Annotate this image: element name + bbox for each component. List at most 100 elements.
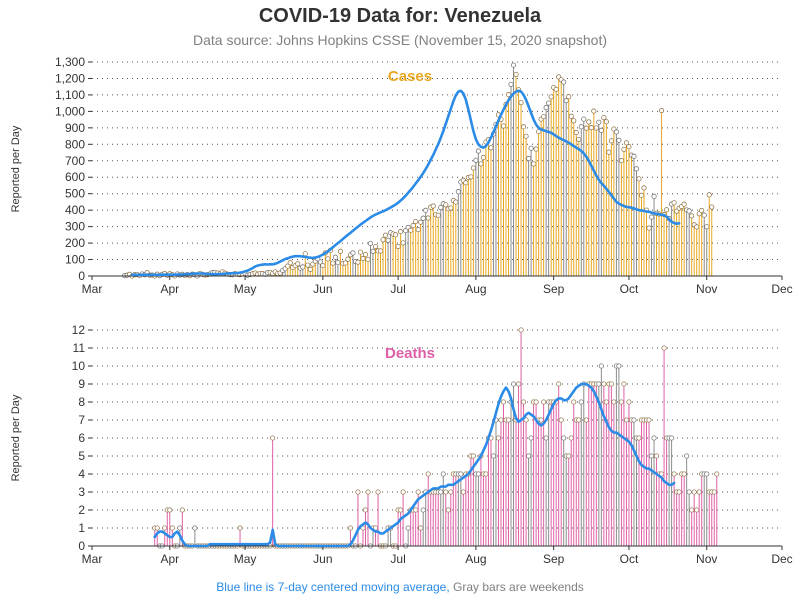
- cases-bar-marker: [500, 123, 507, 129]
- deaths-ylabel: Reported per Day: [10, 394, 22, 481]
- deaths-bar-marker: [347, 525, 353, 531]
- cases-bar-marker: [380, 237, 386, 243]
- cases-bar-marker: [453, 199, 459, 205]
- cases-ytick-label: 500: [65, 187, 85, 201]
- cases-bar-marker: [528, 145, 534, 151]
- deaths-bar-marker: [578, 399, 584, 405]
- cases-bar-marker: [395, 243, 401, 250]
- deaths-bar-marker: [603, 399, 609, 405]
- deaths-bar-marker: [608, 381, 614, 387]
- deaths-moving-average-line: [153, 382, 676, 548]
- deaths-ytick-label: 12: [72, 323, 86, 337]
- deaths-bar-marker: [400, 489, 406, 495]
- deaths-bar-marker: [696, 489, 702, 495]
- cases-bar-marker: [664, 207, 670, 213]
- cases-bar-marker: [531, 161, 537, 167]
- cases-ytick-label: 1,100: [55, 88, 85, 102]
- cases-bar-marker: [581, 116, 587, 122]
- deaths-bar-marker: [518, 327, 524, 333]
- deaths-bar-marker: [237, 525, 243, 531]
- deaths-bar-marker: [686, 489, 692, 495]
- deaths-bar-marker: [616, 363, 622, 369]
- deaths-bar-marker: [661, 345, 667, 351]
- cases-bar-marker: [533, 146, 539, 152]
- cases-bar-marker: [302, 251, 308, 257]
- cases-bar-marker: [681, 201, 687, 207]
- cases-bar-marker: [383, 232, 389, 238]
- deaths-bar-marker: [541, 399, 547, 405]
- cases-bar-marker: [573, 129, 579, 136]
- deaths-bar-marker: [448, 489, 454, 495]
- cases-bar-marker: [553, 86, 559, 92]
- cases-bar-marker: [606, 149, 612, 155]
- cases-bar-marker: [704, 224, 710, 230]
- deaths-xtick-label: Mar: [82, 552, 103, 566]
- deaths-bar-marker: [566, 453, 572, 459]
- deaths-bar-marker: [418, 525, 424, 531]
- cases-bar-marker: [543, 105, 549, 111]
- cases-bar-marker: [593, 125, 599, 131]
- cases-xtick-label: Aug: [465, 282, 486, 296]
- deaths-bar-marker: [711, 489, 717, 495]
- cases-bar-marker: [636, 176, 642, 182]
- deaths-bar-marker: [636, 435, 642, 441]
- footnote-moving-average: Blue line is 7-day centered moving avera…: [216, 580, 450, 594]
- deaths-ytick-label: 7: [78, 413, 85, 427]
- deaths-ytick-label: 9: [78, 377, 85, 391]
- deaths-bar-marker: [179, 507, 185, 513]
- deaths-bar-marker: [571, 399, 577, 405]
- cases-bar-marker: [618, 158, 624, 164]
- cases-bar-marker: [362, 252, 369, 258]
- cases-xtick-label: Nov: [696, 282, 717, 296]
- cases-xtick-label: Apr: [160, 282, 179, 296]
- deaths-bar-marker: [495, 435, 502, 441]
- deaths-bar-marker: [691, 489, 697, 495]
- cases-bar-marker: [694, 224, 700, 230]
- cases-bar-marker: [603, 119, 609, 125]
- cases-bar-marker: [393, 232, 399, 238]
- cases-moving-average-line: [130, 89, 681, 277]
- cases-bar-marker: [448, 205, 454, 211]
- cases-bar-marker: [435, 212, 441, 218]
- cases-panel-title: Cases: [388, 68, 432, 85]
- deaths-bar-marker: [621, 381, 627, 387]
- cases-bar-marker: [513, 71, 519, 78]
- deaths-bar-marker: [623, 417, 629, 423]
- cases-bar-marker: [591, 108, 597, 114]
- cases-xtick-label: Jun: [313, 282, 332, 296]
- cases-xtick-label: Jul: [390, 282, 405, 296]
- cases-bar-marker: [561, 79, 567, 85]
- cases-bar-marker: [377, 248, 384, 254]
- deaths-bar-marker: [651, 435, 657, 441]
- cases-bar-marker: [332, 254, 338, 260]
- deaths-xtick-label: Oct: [620, 552, 639, 566]
- deaths-bar-marker: [515, 381, 522, 387]
- deaths-bar-marker: [365, 489, 371, 495]
- cases-bar-marker: [415, 227, 421, 233]
- cases-bar-marker: [398, 229, 404, 235]
- deaths-bar-marker: [526, 453, 532, 459]
- deaths-bar-marker: [676, 489, 682, 495]
- cases-bar-marker: [596, 119, 602, 125]
- deaths-bar-marker: [671, 471, 677, 477]
- deaths-ytick-label: 1: [78, 521, 85, 535]
- cases-ytick-label: 1,200: [55, 71, 85, 85]
- cases-bar-marker: [295, 261, 301, 267]
- deaths-bar-marker: [475, 471, 481, 477]
- cases-bar-marker: [430, 203, 436, 209]
- deaths-xtick-label: Sep: [543, 552, 565, 566]
- cases-bar-marker: [689, 213, 695, 219]
- cases-ytick-label: 300: [65, 220, 85, 234]
- deaths-bar-marker: [714, 471, 720, 477]
- deaths-bar-marker: [689, 507, 695, 513]
- cases-bar-marker: [608, 138, 614, 144]
- cases-bar-marker: [350, 250, 356, 256]
- footnote: Blue line is 7-day centered moving avera…: [0, 580, 800, 594]
- cases-ytick-label: 900: [65, 121, 85, 135]
- cases-bar-marker: [686, 208, 692, 214]
- cases-bar-marker: [641, 185, 647, 191]
- cases-bar-marker: [372, 243, 379, 250]
- cases-bar-marker: [307, 266, 313, 272]
- deaths-bar-marker: [684, 453, 690, 459]
- cases-bar-marker: [475, 148, 481, 154]
